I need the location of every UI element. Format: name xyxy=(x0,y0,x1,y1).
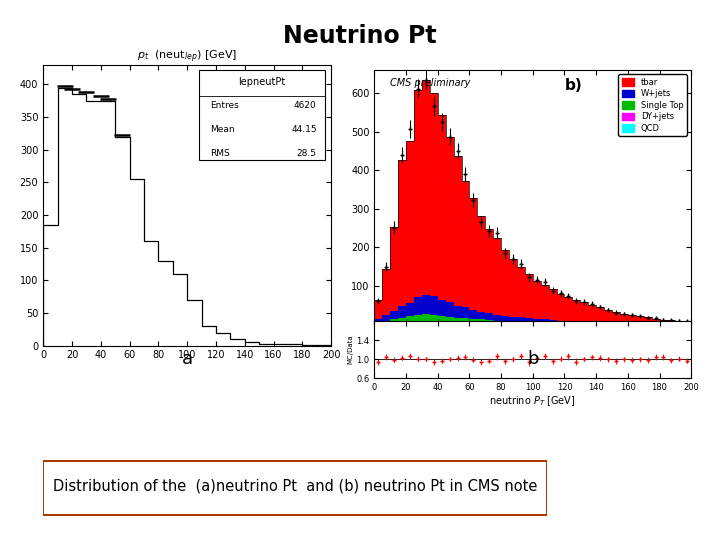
Text: 4620: 4620 xyxy=(294,102,317,110)
Text: RMS: RMS xyxy=(210,149,230,158)
Text: a: a xyxy=(181,350,193,368)
Text: Distribution of the  (a)neutrino Pt  and (b) neutrino Pt in CMS note: Distribution of the (a)neutrino Pt and (… xyxy=(53,478,538,494)
Legend: tbar, W+jets, Single Top, DY+jets, QCD: tbar, W+jets, Single Top, DY+jets, QCD xyxy=(618,75,687,136)
Y-axis label: MC/Data: MC/Data xyxy=(348,335,354,365)
Text: Entres: Entres xyxy=(210,102,239,110)
Text: CMS preliminary: CMS preliminary xyxy=(390,78,471,88)
Text: b): b) xyxy=(564,78,582,93)
Bar xyxy=(199,70,325,160)
Text: lepneutPt: lepneutPt xyxy=(238,77,286,87)
Text: Mean: Mean xyxy=(210,125,235,134)
Text: Neutrino Pt: Neutrino Pt xyxy=(283,24,437,48)
Text: 28.5: 28.5 xyxy=(297,149,317,158)
Text: b: b xyxy=(527,350,539,368)
Title: $p_t$  (neut$_{lep}$) [GeV]: $p_t$ (neut$_{lep}$) [GeV] xyxy=(137,49,238,65)
Text: 44.15: 44.15 xyxy=(291,125,317,134)
X-axis label: neutrino $P_T$ [GeV]: neutrino $P_T$ [GeV] xyxy=(490,395,576,408)
Bar xyxy=(43,461,547,515)
